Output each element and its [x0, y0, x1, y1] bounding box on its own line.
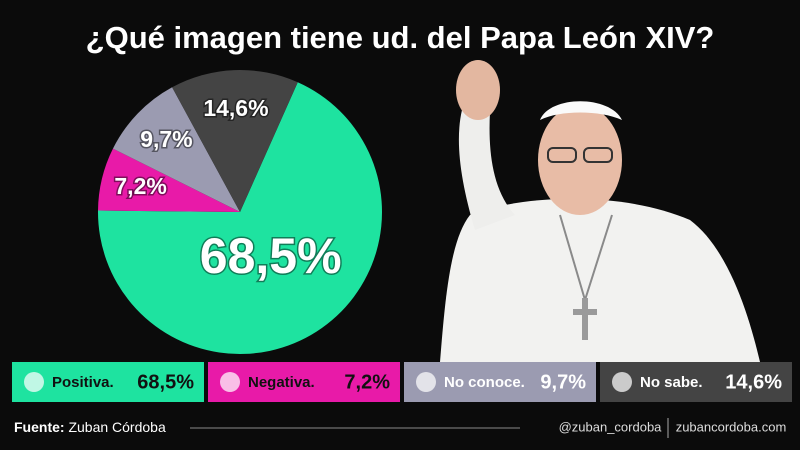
legend-marker: [416, 372, 436, 392]
source: Fuente: Zuban Córdoba: [14, 419, 166, 435]
pie-slice: [98, 148, 241, 212]
robe: [440, 198, 760, 362]
pope-illustration: [440, 60, 760, 362]
glasses: [547, 147, 577, 163]
slice-label: 14,6%: [203, 95, 268, 121]
pie-slice: [172, 70, 298, 213]
face: [538, 105, 622, 215]
legend-marker: [24, 372, 44, 392]
cross: [573, 298, 597, 340]
website: zubancordoba.com: [676, 419, 787, 434]
legend-label: Positiva.: [52, 374, 114, 391]
chart-title: ¿Qué imagen tiene ud. del Papa León XIV?: [86, 20, 715, 55]
zucchetto: [540, 101, 622, 120]
legend-value: 9,7%: [540, 371, 586, 393]
pie-slice: [98, 82, 383, 355]
legend-value: 7,2%: [344, 371, 390, 393]
slice-label: 68,5%: [200, 228, 342, 284]
hand: [456, 60, 500, 120]
pie-slice: [112, 87, 240, 212]
glasses: [583, 147, 613, 163]
source-name: Zuban Córdoba: [68, 419, 166, 435]
source-label: Fuente:: [14, 419, 65, 435]
legend-value: 68,5%: [137, 371, 194, 393]
slice-label: 7,2%: [114, 173, 166, 199]
legend-marker: [220, 372, 240, 392]
legend-label: No conoce.: [444, 374, 525, 391]
legend-marker: [612, 372, 632, 392]
legend-label: No sabe.: [640, 374, 703, 391]
handle: @zuban_cordoba: [559, 419, 663, 434]
slice-label: 9,7%: [140, 126, 192, 152]
legend-value: 14,6%: [725, 371, 782, 393]
legend-label: Negativa.: [248, 374, 315, 391]
arm: [458, 110, 515, 230]
